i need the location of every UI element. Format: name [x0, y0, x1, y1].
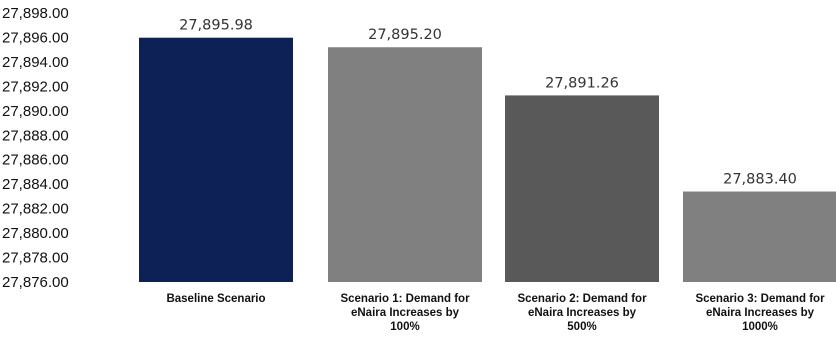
data-label: 27,891.26 — [545, 75, 619, 91]
bar — [505, 95, 659, 282]
data-label: 27,895.20 — [368, 27, 442, 43]
y-tick-label: 27,880.00 — [2, 225, 69, 242]
x-tick-label: Baseline Scenario — [166, 293, 265, 305]
x-tick-label: 100% — [390, 321, 419, 333]
y-tick-label: 27,896.00 — [2, 29, 69, 46]
x-tick-label: eNaira Increases by — [706, 307, 815, 319]
x-tick-label: Scenario 3: Demand for — [695, 293, 825, 305]
bar — [139, 37, 293, 282]
x-tick-label: Scenario 1: Demand for — [340, 293, 470, 305]
y-tick-label: 27,886.00 — [2, 152, 69, 169]
y-tick-label: 27,892.00 — [2, 78, 69, 95]
x-tick-label: 1000% — [742, 321, 778, 333]
x-tick-label: eNaira Increases by — [528, 307, 637, 319]
y-tick-label: 27,894.00 — [2, 54, 69, 71]
y-tick-label: 27,890.00 — [2, 103, 69, 120]
y-tick-label: 27,884.00 — [2, 176, 69, 193]
data-label: 27,895.98 — [179, 18, 253, 34]
bar — [328, 47, 482, 283]
x-tick-label: 500% — [567, 321, 596, 333]
y-tick-label: 27,882.00 — [2, 201, 69, 218]
y-tick-label: 27,888.00 — [2, 127, 69, 144]
y-tick-label: 27,876.00 — [2, 274, 69, 291]
y-tick-label: 27,898.00 — [2, 5, 69, 22]
data-label: 27,883.40 — [723, 172, 797, 188]
x-tick-label: Scenario 2: Demand for — [517, 293, 647, 305]
bar — [683, 191, 836, 282]
y-tick-label: 27,878.00 — [2, 250, 69, 267]
x-tick-label: eNaira Increases by — [351, 307, 460, 319]
